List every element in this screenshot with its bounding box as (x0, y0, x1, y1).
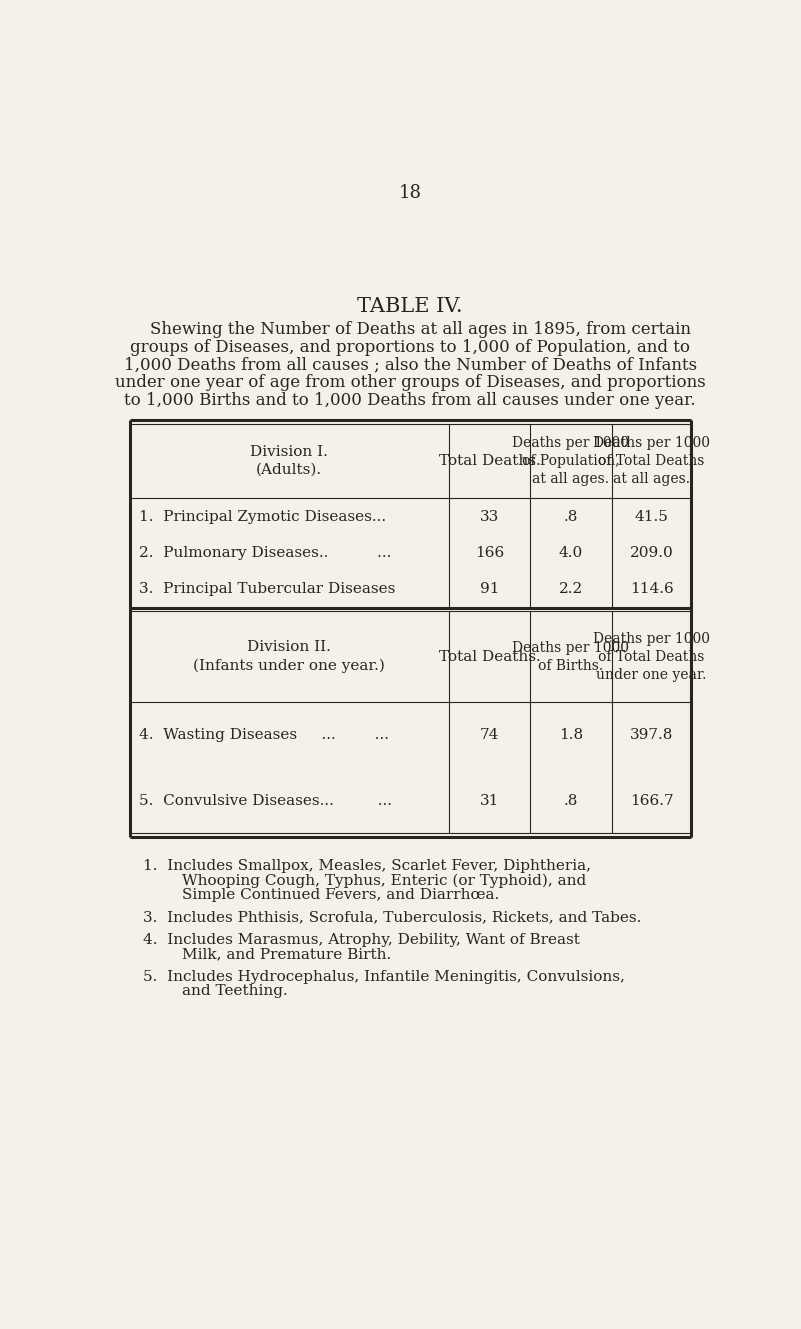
Text: groups of Diseases, and proportions to 1,000 of Population, and to: groups of Diseases, and proportions to 1… (130, 339, 690, 356)
Text: 5.  Includes Hydrocephalus, Infantile Meningitis, Convulsions,: 5. Includes Hydrocephalus, Infantile Men… (143, 970, 625, 983)
Text: 166: 166 (475, 546, 504, 560)
Text: 4.  Includes Marasmus, Atrophy, Debility, Want of Breast: 4. Includes Marasmus, Atrophy, Debility,… (143, 933, 580, 946)
Text: TABLE IV.: TABLE IV. (357, 296, 463, 315)
Text: 166.7: 166.7 (630, 793, 674, 808)
Text: and Teething.: and Teething. (143, 985, 288, 998)
Text: .8: .8 (564, 793, 578, 808)
Text: Milk, and Premature Birth.: Milk, and Premature Birth. (143, 948, 391, 961)
Text: 1.  Principal Zymotic Diseases...: 1. Principal Zymotic Diseases... (139, 509, 386, 524)
Text: 31: 31 (480, 793, 499, 808)
Text: Whooping Cough, Typhus, Enteric (or Typhoid), and: Whooping Cough, Typhus, Enteric (or Typh… (143, 873, 586, 888)
Text: 74: 74 (480, 728, 499, 742)
Text: 4.0: 4.0 (559, 546, 583, 560)
Text: Deaths per 1000
of Total Deaths
under one year.: Deaths per 1000 of Total Deaths under on… (593, 631, 710, 682)
Text: 1.8: 1.8 (559, 728, 583, 742)
Text: to 1,000 Births and to 1,000 Deaths from all causes under one year.: to 1,000 Births and to 1,000 Deaths from… (124, 392, 696, 409)
Text: 18: 18 (399, 185, 421, 202)
Text: 2.2: 2.2 (559, 582, 583, 597)
Text: Division II.
(Infants under one year.): Division II. (Infants under one year.) (193, 641, 385, 674)
Text: Deaths per 1000
of Births.: Deaths per 1000 of Births. (513, 641, 630, 672)
Text: 3.  Principal Tubercular Diseases: 3. Principal Tubercular Diseases (139, 582, 395, 597)
Text: 33: 33 (480, 509, 499, 524)
Text: Total Deaths.: Total Deaths. (439, 650, 541, 664)
Text: 2.  Pulmonary Diseases..          ...: 2. Pulmonary Diseases.. ... (139, 546, 391, 560)
Text: .8: .8 (564, 509, 578, 524)
Text: 3.  Includes Phthisis, Scrofula, Tuberculosis, Rickets, and Tabes.: 3. Includes Phthisis, Scrofula, Tubercul… (143, 910, 641, 924)
Text: 1,000 Deaths from all causes ; also the Number of Deaths of Infants: 1,000 Deaths from all causes ; also the … (123, 356, 697, 373)
Text: Simple Continued Fevers, and Diarrhœa.: Simple Continued Fevers, and Diarrhœa. (143, 888, 499, 902)
Text: 91: 91 (480, 582, 499, 597)
Text: 4.  Wasting Diseases     ...        ...: 4. Wasting Diseases ... ... (139, 728, 388, 742)
Text: Division I.
(Adults).: Division I. (Adults). (250, 445, 328, 477)
Text: Deaths per 1000
of Population,
at all ages.: Deaths per 1000 of Population, at all ag… (513, 436, 630, 486)
Text: Total Deaths.: Total Deaths. (439, 455, 541, 468)
Text: 1.  Includes Smallpox, Measles, Scarlet Fever, Diphtheria,: 1. Includes Smallpox, Measles, Scarlet F… (143, 859, 591, 873)
Text: 41.5: 41.5 (634, 509, 669, 524)
Text: 5.  Convulsive Diseases...         ...: 5. Convulsive Diseases... ... (139, 793, 392, 808)
Text: under one year of age from other groups of Diseases, and proportions: under one year of age from other groups … (115, 375, 706, 391)
Text: Deaths per 1000
of Total Deaths
at all ages.: Deaths per 1000 of Total Deaths at all a… (593, 436, 710, 486)
Text: 209.0: 209.0 (630, 546, 674, 560)
Text: 397.8: 397.8 (630, 728, 673, 742)
Text: 114.6: 114.6 (630, 582, 674, 597)
Text: Shewing the Number of Deaths at all ages in 1895, from certain: Shewing the Number of Deaths at all ages… (129, 322, 691, 338)
